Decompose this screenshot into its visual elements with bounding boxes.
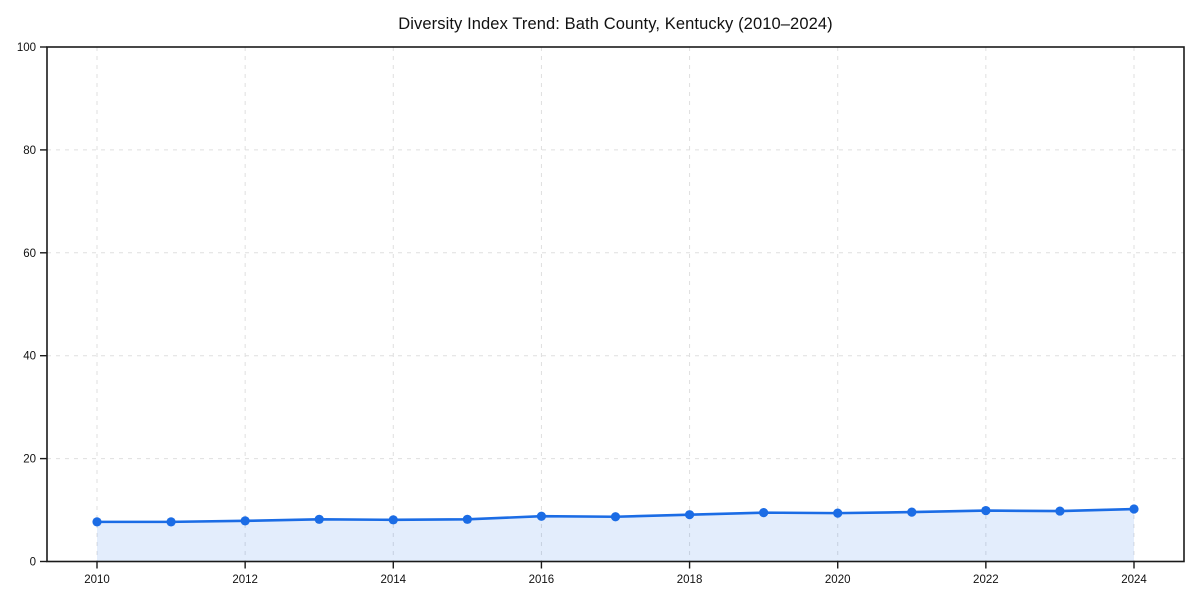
y-tick-label: 80 xyxy=(23,145,36,157)
x-tick-label: 2020 xyxy=(825,574,851,586)
data-point-2020 xyxy=(833,508,843,518)
x-tick-label: 2012 xyxy=(232,574,258,586)
y-tick-label: 40 xyxy=(23,351,36,363)
x-tick-label: 2022 xyxy=(973,574,999,586)
plot-border xyxy=(46,46,1185,563)
data-point-2012 xyxy=(240,516,250,526)
y-tick-label: 60 xyxy=(23,248,36,260)
y-tick-label: 0 xyxy=(30,557,36,569)
data-point-2021 xyxy=(907,507,917,517)
chart-title: Diversity Index Trend: Bath County, Kent… xyxy=(398,15,833,33)
data-point-2018 xyxy=(684,510,695,520)
data-point-2023 xyxy=(1055,506,1065,516)
data-point-2011 xyxy=(166,517,176,527)
data-point-2017 xyxy=(610,512,621,522)
y-tick-label: 100 xyxy=(17,42,36,54)
data-point-2010 xyxy=(92,517,102,527)
area-fill xyxy=(97,509,1134,562)
x-tick-label: 2010 xyxy=(84,574,110,586)
data-point-2013 xyxy=(314,514,324,524)
data-point-2014 xyxy=(388,515,398,525)
data-point-2015 xyxy=(462,514,472,524)
x-tick-label: 2014 xyxy=(380,574,406,586)
x-tick-label: 2018 xyxy=(677,574,703,586)
x-tick-label: 2024 xyxy=(1121,574,1147,586)
x-tick-label: 2016 xyxy=(529,574,555,586)
data-point-2019 xyxy=(759,508,769,518)
y-tick-label: 20 xyxy=(23,454,36,466)
data-point-2022 xyxy=(981,505,991,516)
data-point-2024 xyxy=(1129,504,1139,514)
data-point-2016 xyxy=(536,511,547,521)
